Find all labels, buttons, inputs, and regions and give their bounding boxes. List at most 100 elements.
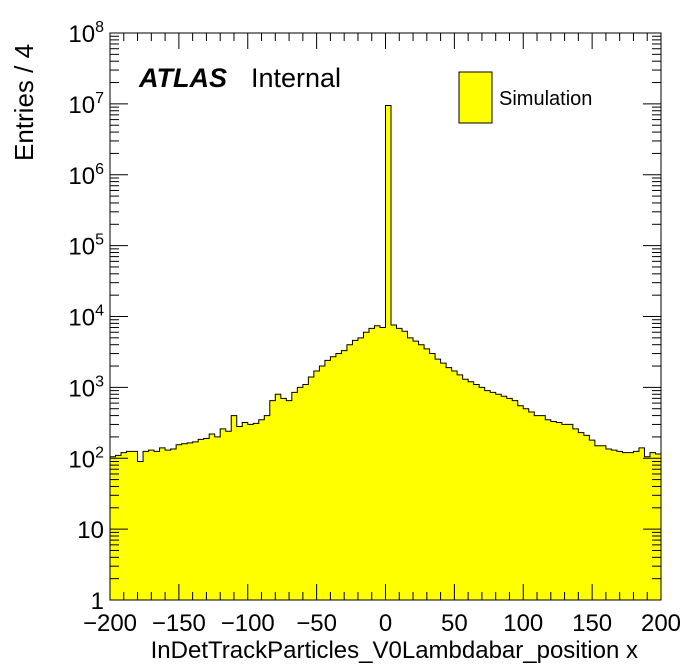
histogram-bin	[148, 450, 155, 600]
histogram-bin	[583, 435, 590, 600]
histogram-bin	[121, 452, 128, 600]
histogram-bin	[407, 337, 414, 600]
histogram-bin	[181, 443, 188, 600]
histogram-bin	[622, 452, 629, 600]
histogram-bin	[291, 392, 298, 600]
histogram-bin	[330, 356, 337, 600]
histogram-bin	[324, 360, 331, 600]
histogram-bin	[220, 428, 227, 600]
x-tick-label: −150	[152, 610, 206, 637]
histogram-bin	[633, 451, 640, 600]
histogram-bin	[308, 377, 315, 600]
histogram-bin	[253, 423, 260, 600]
plot-frame	[109, 32, 662, 601]
histogram-bin	[357, 337, 364, 600]
histogram-bin	[457, 374, 464, 600]
histogram-bin	[115, 455, 122, 600]
histogram-bin	[561, 424, 568, 600]
histogram-bin	[286, 400, 293, 600]
histogram-bin	[418, 344, 425, 600]
x-tick-label: −200	[83, 610, 137, 637]
histogram-bin	[468, 381, 475, 600]
histogram-bin	[379, 327, 386, 600]
histogram-bin	[363, 332, 370, 600]
histogram-bin	[110, 456, 117, 600]
histogram-bin	[368, 328, 375, 600]
histogram-bin	[440, 363, 447, 600]
histogram-bin	[247, 424, 254, 600]
histogram-bin	[385, 105, 392, 600]
histogram-bin	[649, 452, 656, 600]
histogram-bin	[435, 359, 442, 600]
histogram-bin	[501, 396, 508, 600]
histogram-bin	[154, 451, 161, 600]
histogram-bin	[297, 387, 304, 600]
histogram-bins	[110, 105, 662, 600]
histogram-bin	[258, 419, 265, 600]
legend: Simulation	[458, 71, 592, 124]
histogram-bin	[523, 408, 530, 600]
histogram-bin	[556, 422, 563, 600]
x-tick-labels: −200 −150 −100 −50 0 50 100 150 200	[83, 610, 681, 637]
histogram-bin	[567, 424, 574, 600]
histogram-bin	[611, 450, 618, 600]
histogram-bin	[269, 400, 276, 600]
histogram-bin	[550, 421, 557, 600]
histogram-bin	[143, 451, 150, 600]
histogram-bin	[506, 398, 513, 600]
histogram-bin	[534, 415, 541, 600]
histogram-bin	[572, 428, 579, 600]
histogram-bin	[346, 344, 353, 600]
histogram-bin	[391, 324, 398, 600]
histogram-bin	[627, 452, 634, 600]
histogram-bin	[479, 387, 486, 600]
histogram-bin	[209, 433, 216, 600]
histogram-bin	[242, 422, 249, 600]
histogram-bin	[616, 451, 623, 600]
y-tick-label: 10	[77, 517, 104, 544]
y-tick-label: 108	[68, 19, 104, 48]
histogram-bin	[275, 394, 282, 600]
histogram-bin	[484, 390, 491, 600]
histogram-bin	[176, 444, 183, 600]
x-tick-label: 0	[379, 610, 392, 637]
histogram-bin	[638, 447, 645, 600]
histogram-bin	[589, 440, 596, 600]
histogram-bin	[319, 366, 326, 600]
histogram-bin	[335, 353, 342, 600]
x-tick-label: 50	[441, 610, 468, 637]
histogram-bin	[264, 415, 271, 600]
histogram-bin	[159, 447, 166, 600]
y-tick-label: 1	[91, 588, 104, 615]
histogram-bin	[396, 328, 403, 600]
y-tick-label: 107	[68, 90, 104, 119]
histogram-bin	[545, 419, 552, 600]
histogram-bin	[473, 384, 480, 600]
histogram-bin	[424, 348, 431, 600]
histogram-bin	[578, 432, 585, 600]
x-tick-label: 200	[641, 610, 681, 637]
histogram-bin	[644, 456, 651, 600]
histogram-bin	[126, 451, 133, 600]
histogram-bin	[462, 379, 469, 600]
histogram-bin	[302, 384, 309, 600]
axis-ticks	[109, 32, 662, 601]
histogram-bin	[165, 450, 172, 600]
histogram-bin	[203, 438, 210, 600]
histogram-bin	[374, 325, 381, 600]
histogram-bin	[528, 411, 535, 600]
histogram-bin	[352, 340, 359, 600]
histogram-bin	[187, 442, 194, 600]
histogram-bin	[214, 436, 221, 600]
histogram-bin	[341, 350, 348, 600]
histogram-bin	[225, 431, 232, 600]
x-tick-label: −50	[296, 610, 337, 637]
histogram-bin	[429, 353, 436, 600]
histogram-bin	[313, 371, 320, 600]
histogram-bin	[594, 445, 601, 600]
histogram-bin	[132, 451, 139, 600]
histogram-bin	[413, 341, 420, 600]
histogram-bin	[517, 405, 524, 600]
y-tick-labels: 1 10 102 103 104 105 106 107 108	[68, 19, 104, 615]
